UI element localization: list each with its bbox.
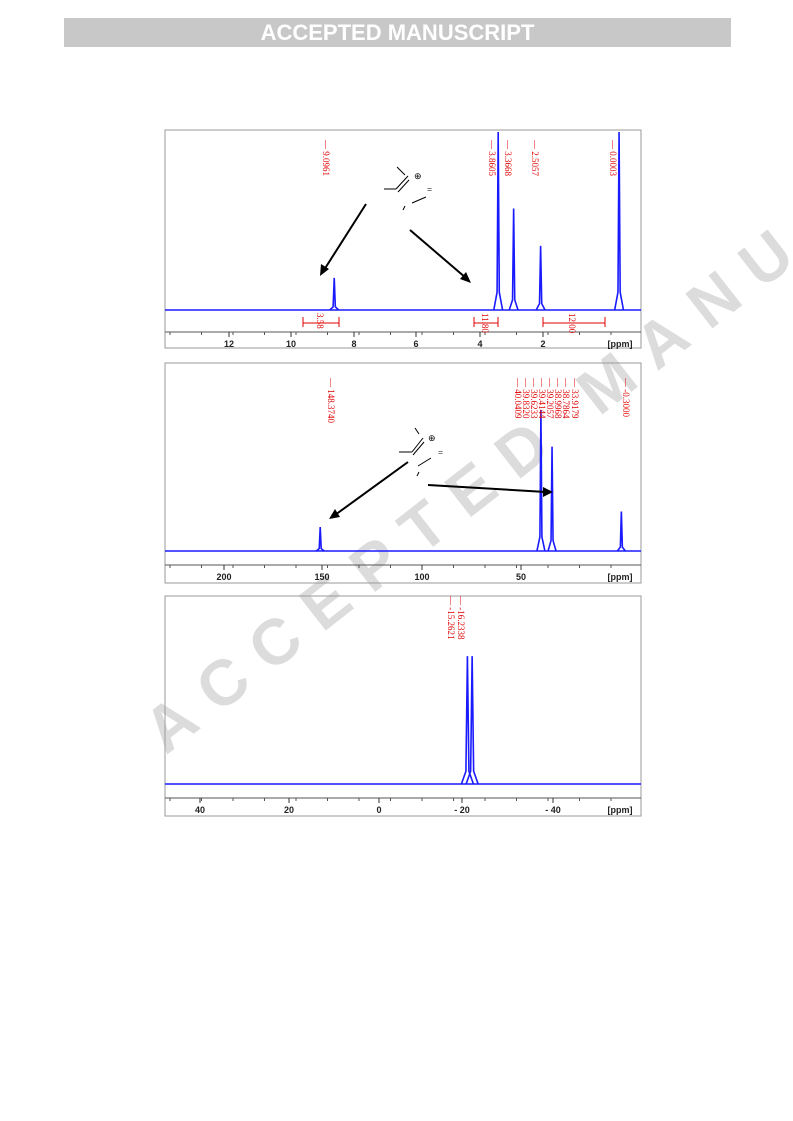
tick-label: 0	[376, 805, 381, 815]
spectrum-peak	[315, 526, 325, 552]
charge-symbol-2: ⊕	[428, 433, 436, 443]
tick-label: - 20	[454, 805, 470, 815]
accepted-manuscript-banner: ACCEPTED MANUSCRIPT	[64, 18, 731, 47]
integral-value: 3.58	[315, 313, 325, 329]
peak-shift-label: — 148.3740	[326, 377, 336, 424]
spectrum-peak	[492, 131, 504, 311]
integral-bracket	[473, 317, 499, 327]
charge-symbol-1: ⊕	[414, 171, 422, 181]
watermark: ACCEPTED MANUSCRIPT	[130, 0, 793, 767]
tick-label: 4	[477, 339, 482, 349]
tick-label: 40	[195, 805, 205, 815]
spectrum-peak	[616, 511, 626, 552]
spectrum-peak	[460, 656, 475, 785]
spectrum-peak	[613, 131, 625, 311]
peak-shift-label: — -15.2621	[446, 595, 456, 640]
integral-value: 11.80	[480, 313, 490, 333]
tick-label: 20	[284, 805, 294, 815]
tick-label: 200	[216, 572, 231, 582]
tick-label: 12	[224, 339, 234, 349]
tick-label: 6	[413, 339, 418, 349]
x-axis-label: [ppm]	[608, 805, 633, 815]
tick-label: 10	[286, 339, 296, 349]
arrows-1	[320, 203, 471, 283]
double-bond-2: =	[438, 448, 443, 458]
peak-shift-label: — 2.5057	[530, 139, 540, 177]
x-axis-label: [ppm]	[608, 572, 633, 582]
double-bond-1: =	[427, 185, 432, 195]
tick-label: - 40	[545, 805, 561, 815]
integral-bracket	[302, 317, 340, 327]
integral-bracket	[542, 317, 606, 327]
spectrum-peak	[329, 277, 340, 311]
peak-shift-label: — 9.0961	[321, 139, 331, 176]
peak-shift-label: — 0.0003	[608, 139, 618, 177]
spectrum-peak	[535, 245, 546, 311]
tick-label: 50	[516, 572, 526, 582]
peak-shift-label: — 3.8605	[487, 139, 497, 177]
molecule-structure-1: ⊕ =	[384, 166, 432, 211]
peak-shift-label: — 3.3668	[503, 139, 513, 177]
spectrum-peak	[508, 208, 519, 311]
tick-label: 8	[351, 339, 356, 349]
integral-value: 12.00	[567, 313, 577, 334]
peak-shift-label: — -16.2338	[456, 595, 466, 640]
tick-label: 2	[540, 339, 545, 349]
spectrum-peak	[465, 656, 479, 785]
